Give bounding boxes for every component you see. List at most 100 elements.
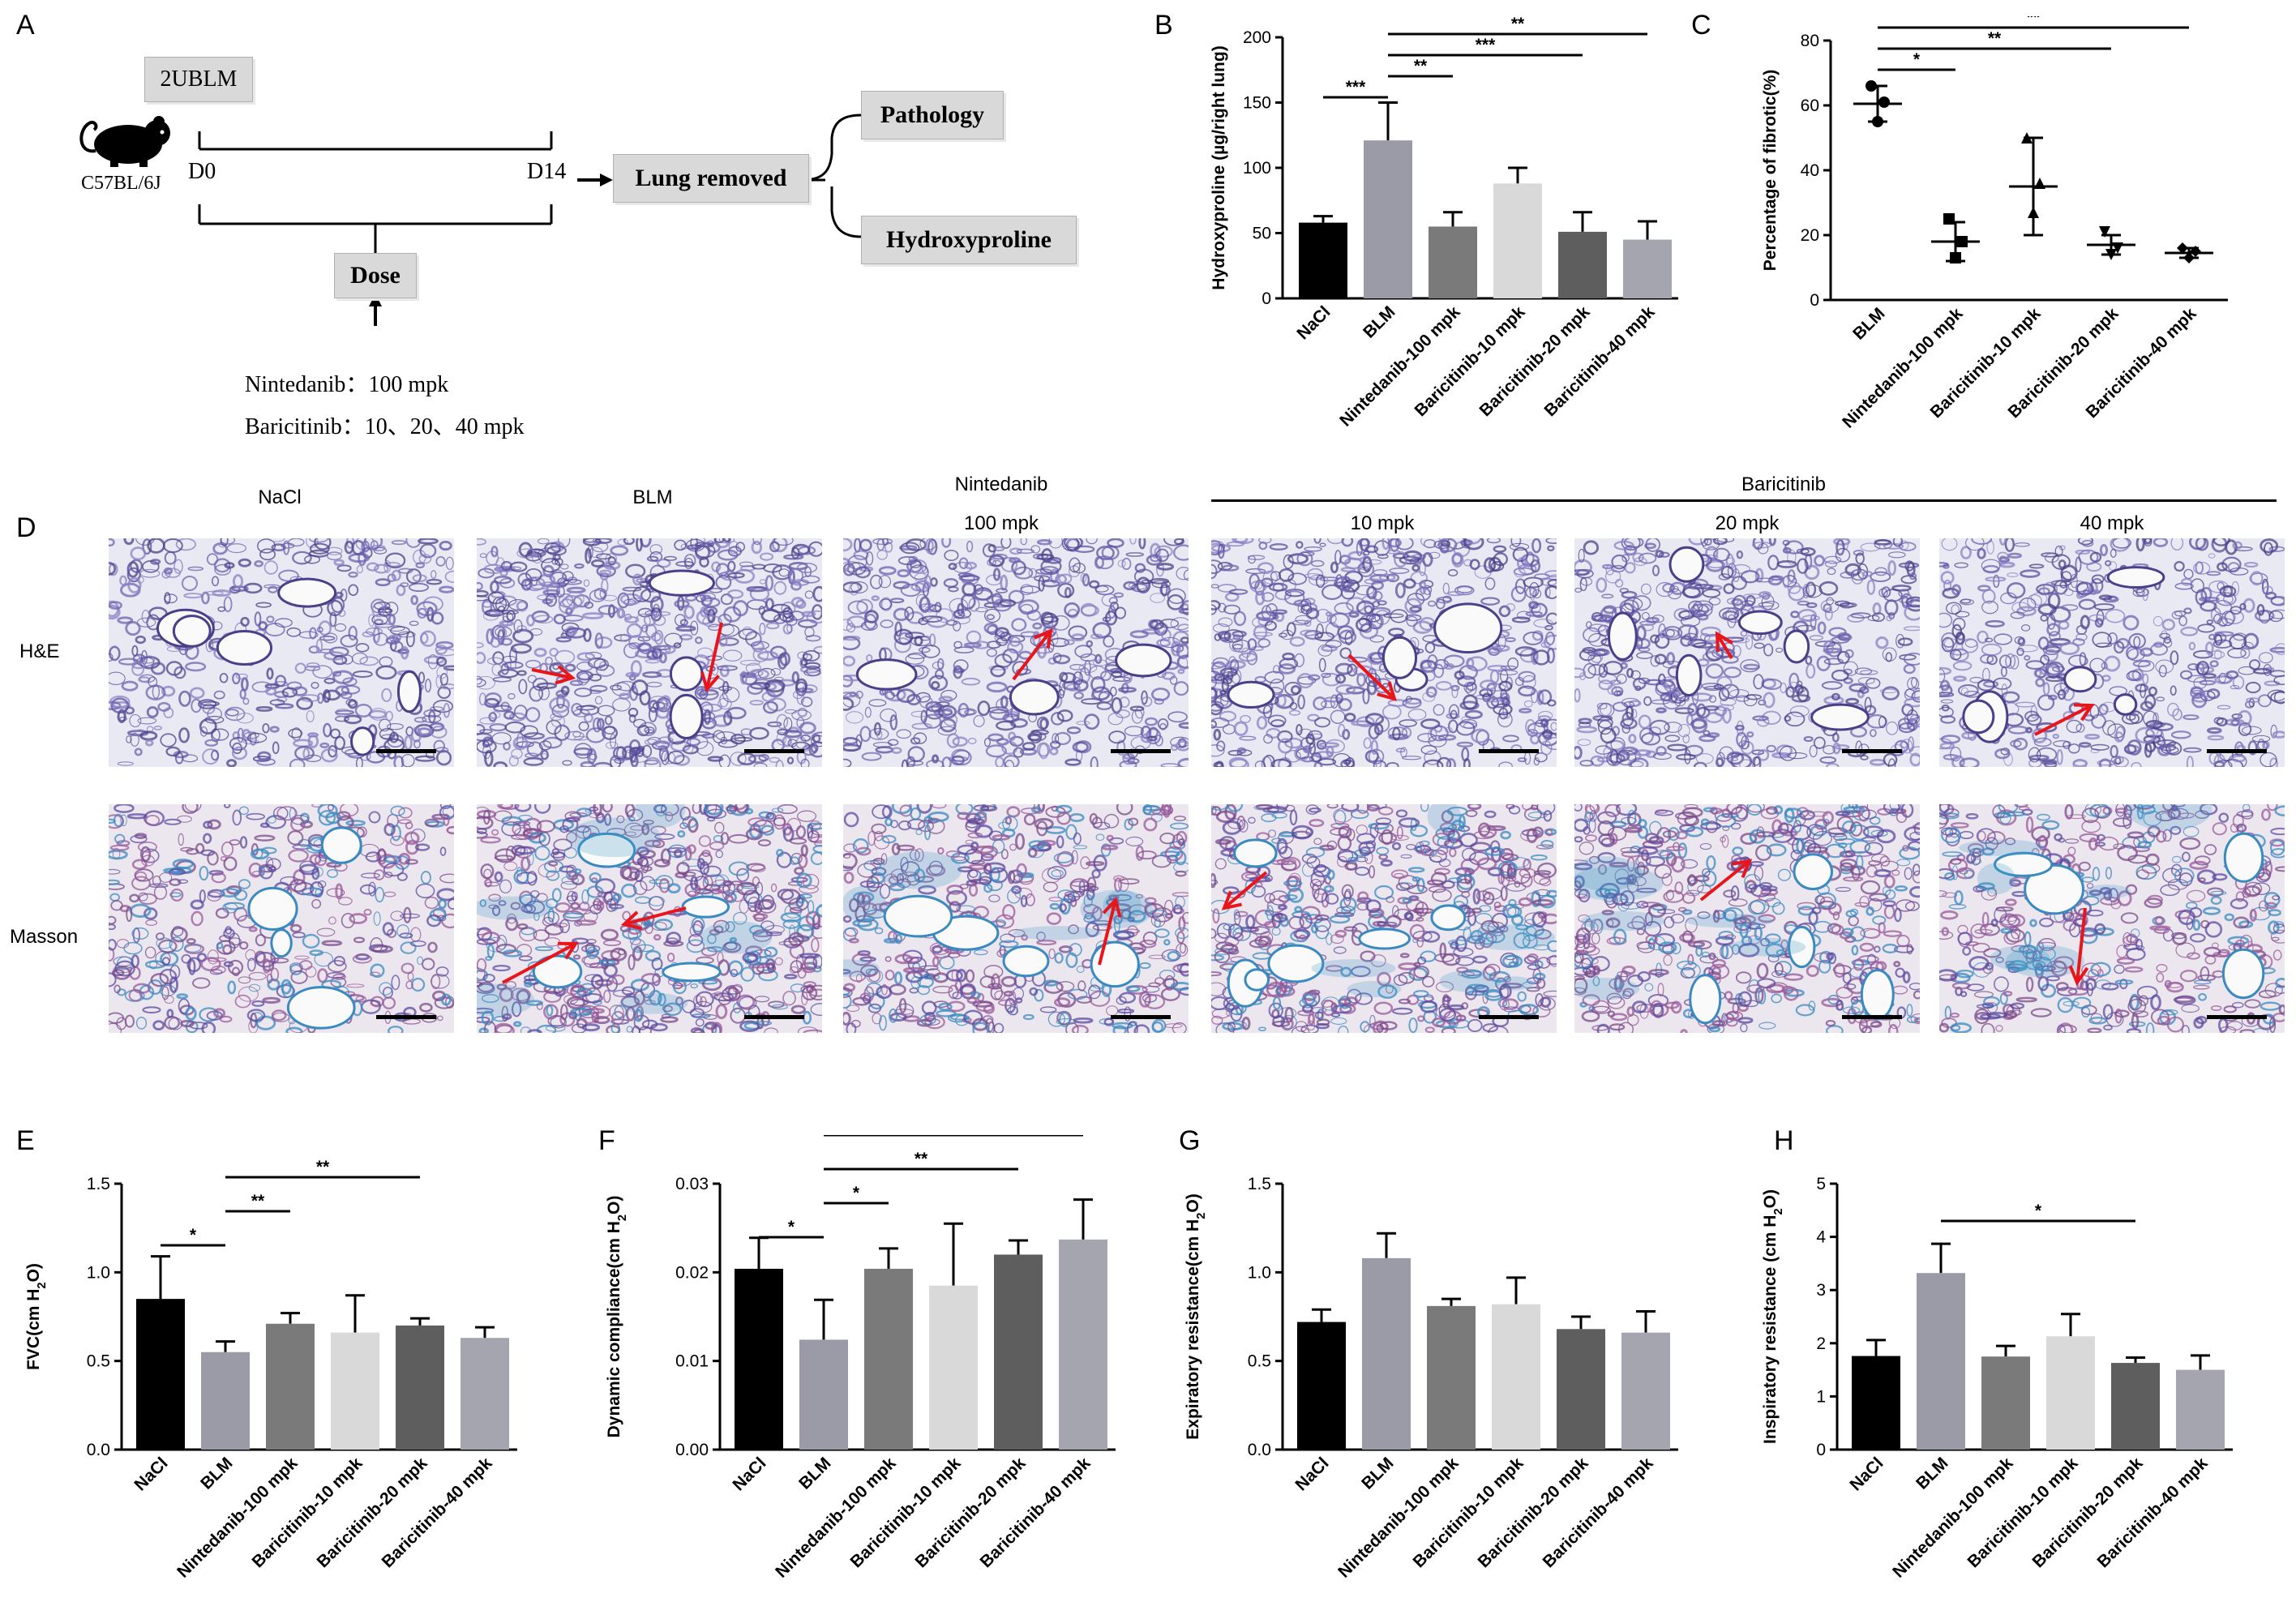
tissue-cell <box>955 804 974 816</box>
tissue-cell <box>765 925 785 934</box>
tissue-cell <box>204 739 219 747</box>
tissue-cell <box>542 736 563 749</box>
tissue-cell <box>739 561 754 568</box>
tissue-cell <box>655 875 674 889</box>
tissue-cell <box>1253 624 1268 640</box>
data-point <box>1872 116 1883 127</box>
tissue-cell <box>1289 702 1298 710</box>
tissue-cell <box>1623 545 1638 556</box>
tissue-cell <box>1578 649 1596 662</box>
tissue-cell <box>799 953 820 959</box>
tissue-cell <box>703 865 722 877</box>
tissue-cell <box>251 1000 265 1007</box>
tissue-cell <box>576 670 593 681</box>
tissue-cell <box>1794 684 1804 695</box>
tissue-cell <box>1222 564 1240 572</box>
tissue-cell <box>1033 804 1045 814</box>
tissue-cell <box>1313 760 1323 767</box>
tissue-cell <box>1000 695 1009 709</box>
tissue-cell <box>144 739 154 747</box>
tissue-cell <box>1064 538 1084 549</box>
tissue-cell <box>412 574 427 583</box>
tissue-cell <box>2053 740 2071 748</box>
tissue-cell <box>673 849 683 859</box>
tissue-cell <box>2192 649 2213 659</box>
tissue-cell <box>644 759 659 765</box>
x-tick-label: BLM <box>1360 302 1399 341</box>
collagen-stain <box>619 992 688 1014</box>
tissue-cell <box>1688 600 1703 614</box>
tissue-cell <box>914 868 926 883</box>
tissue-cell <box>1009 547 1022 555</box>
tissue-cell <box>943 708 953 716</box>
tissue-cell <box>864 706 872 718</box>
tissue-cell <box>813 645 822 654</box>
tissue-cell <box>1645 538 1661 552</box>
tissue-cell <box>2046 614 2056 630</box>
tissue-cell <box>229 737 247 751</box>
tissue-cell <box>129 893 140 903</box>
tissue-cell <box>1506 603 1515 612</box>
airway <box>681 895 730 919</box>
tissue-cell <box>1313 696 1327 711</box>
tissue-cell <box>764 1027 778 1033</box>
tissue-cell <box>2263 542 2273 556</box>
tissue-cell <box>501 1005 509 1022</box>
tissue-cell <box>1486 538 1501 544</box>
tissue-cell <box>292 550 312 565</box>
tissue-cell <box>1716 675 1733 691</box>
tissue-cell <box>1955 631 1965 645</box>
tissue-cell <box>2001 683 2008 698</box>
tissue-cell <box>256 757 276 766</box>
tissue-cell <box>221 841 234 857</box>
tissue-cell <box>1662 626 1683 640</box>
tissue-cell <box>876 730 883 739</box>
tissue-cell <box>872 1013 882 1025</box>
tissue-cell <box>477 581 483 591</box>
tissue-cell <box>2132 588 2145 598</box>
significance-label: ** <box>1511 16 1525 33</box>
tissue-cell <box>2214 633 2223 646</box>
tissue-cell <box>674 539 687 551</box>
tissue-cell <box>715 850 723 859</box>
tissue-cell <box>267 978 281 991</box>
tissue-cell <box>2107 632 2118 645</box>
tissue-cell <box>239 688 246 700</box>
tissue-cell <box>1981 667 1990 683</box>
tissue-cell <box>254 611 262 627</box>
tissue-cell <box>477 589 489 598</box>
tissue-cell <box>143 655 156 664</box>
tissue-cell <box>1700 538 1709 547</box>
tissue-cell <box>796 872 812 889</box>
tissue-cell <box>2033 669 2042 678</box>
y-tick-label: 40 <box>1801 161 1819 180</box>
tissue-cell <box>429 908 447 922</box>
tissue-cell <box>964 709 975 715</box>
col-header-nintedanib: Nintedanib <box>954 473 1048 495</box>
airway <box>1433 602 1503 654</box>
tissue-cell <box>1211 717 1230 729</box>
tissue-cell <box>1574 745 1583 760</box>
tissue-cell <box>1296 672 1314 689</box>
panel-label-d: D <box>16 512 36 543</box>
tissue-cell <box>418 554 432 564</box>
tissue-cell <box>722 649 743 662</box>
tissue-cell <box>765 812 777 822</box>
tissue-cell <box>352 953 372 964</box>
tissue-cell <box>186 938 196 945</box>
tissue-cell <box>300 694 320 702</box>
tissue-cell <box>1144 897 1157 905</box>
tissue-cell <box>2126 670 2142 682</box>
tissue-cell <box>1211 720 1218 729</box>
tissue-cell <box>331 597 345 613</box>
tissue-cell <box>292 932 306 939</box>
tissue-cell <box>789 568 804 584</box>
tissue-cell <box>525 1000 544 1006</box>
tissue-cell <box>1065 824 1077 840</box>
tissue-cell <box>537 538 550 545</box>
tissue-cell <box>2133 636 2141 648</box>
tissue-cell <box>371 544 386 552</box>
tissue-cell <box>1840 571 1856 579</box>
tissue-cell <box>135 538 155 546</box>
tissue-cell <box>309 627 317 640</box>
